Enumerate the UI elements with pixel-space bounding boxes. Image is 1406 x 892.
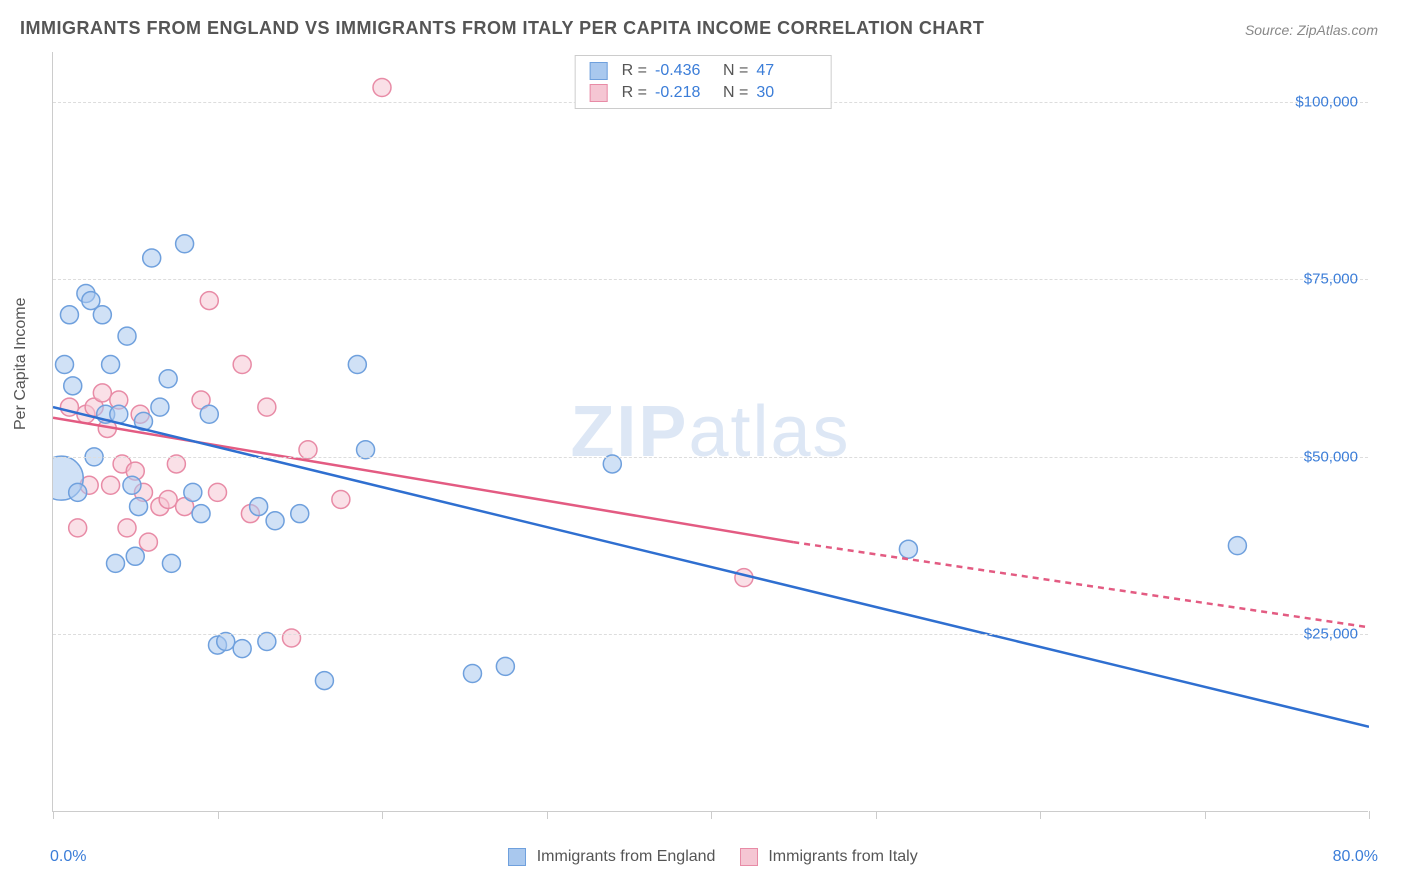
stats-legend: R = -0.436 N = 47 R = -0.218 N = 30: [575, 55, 832, 109]
y-axis-label: Per Capita Income: [12, 297, 30, 430]
y-tick-label: $75,000: [1304, 271, 1358, 288]
stats-row-england: R = -0.436 N = 47: [590, 60, 817, 82]
x-axis-max-label: 80.0%: [1333, 848, 1378, 866]
y-tick-label: $50,000: [1304, 448, 1358, 465]
scatter-svg: [53, 52, 1369, 812]
swatch-italy: [590, 84, 608, 102]
swatch-england: [508, 848, 526, 866]
series-legend: Immigrants from England Immigrants from …: [0, 848, 1406, 866]
chart-title: IMMIGRANTS FROM ENGLAND VS IMMIGRANTS FR…: [20, 18, 984, 39]
y-tick-label: $100,000: [1295, 93, 1358, 110]
legend-england-label: Immigrants from England: [537, 848, 716, 865]
source-label: Source: ZipAtlas.com: [1245, 22, 1378, 38]
y-tick-label: $25,000: [1304, 626, 1358, 643]
x-axis-min-label: 0.0%: [50, 848, 86, 866]
stats-row-italy: R = -0.218 N = 30: [590, 82, 817, 104]
swatch-italy: [740, 848, 758, 866]
plot-area: ZIPatlas $25,000$50,000$75,000$100,000: [52, 52, 1368, 812]
swatch-england: [590, 62, 608, 80]
legend-italy-label: Immigrants from Italy: [768, 848, 917, 865]
